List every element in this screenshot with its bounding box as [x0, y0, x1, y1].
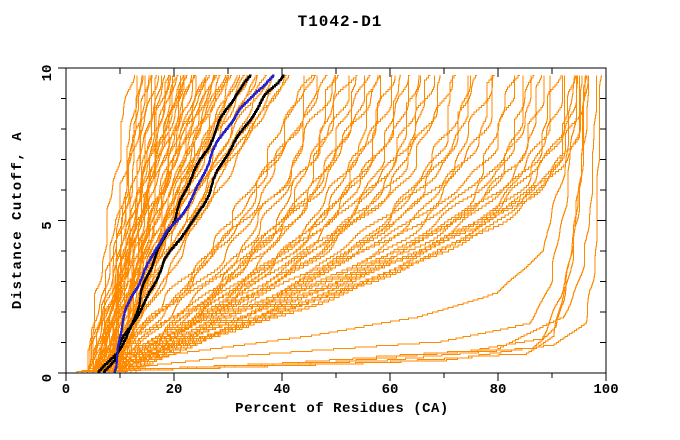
model-curve: [87, 75, 152, 373]
model-curve: [97, 75, 358, 373]
model-curve: [108, 75, 305, 373]
model-curve-special: [87, 75, 579, 373]
model-curve: [108, 75, 249, 373]
model-curve: [97, 75, 493, 373]
x-tick-label: 20: [166, 382, 183, 398]
x-tick-label: 100: [593, 382, 618, 398]
model-curve: [92, 75, 535, 373]
model-curve: [92, 75, 221, 373]
model-curve: [87, 75, 218, 373]
model-curve-special: [76, 75, 597, 373]
highlight-blue: [113, 74, 275, 373]
highlight-black-2: [102, 74, 285, 373]
x-tick-label: 40: [274, 382, 291, 398]
model-curve: [130, 75, 393, 373]
model-curve: [108, 75, 170, 373]
model-curve: [87, 75, 250, 373]
model-curve: [124, 75, 350, 373]
x-tick-label: 0: [62, 382, 70, 398]
model-curve: [81, 75, 545, 373]
y-tick-label: 10: [40, 65, 56, 82]
model-curve: [103, 75, 290, 373]
model-curve: [114, 75, 336, 373]
model-curve: [97, 75, 316, 373]
model-curve: [108, 75, 563, 373]
y-tick-label: 5: [40, 221, 56, 229]
plot-title: T1042-D1: [297, 13, 383, 31]
plot-frame: [65, 67, 607, 374]
model-curve: [103, 75, 195, 373]
model-curve: [114, 75, 469, 373]
model-curve: [87, 75, 185, 373]
model-curve: [97, 75, 146, 373]
model-curve: [92, 75, 337, 373]
x-tick-label: 80: [490, 382, 507, 398]
x-tick-label: 60: [382, 382, 399, 398]
model-curve: [103, 75, 587, 373]
model-curve-special: [76, 75, 589, 373]
y-tick-label: 0: [40, 374, 56, 382]
model-curve: [103, 75, 441, 373]
model-curve: [97, 75, 410, 373]
model-curve: [97, 75, 381, 373]
model-curve: [97, 75, 453, 373]
model-curve-special: [92, 75, 576, 373]
model-curve: [92, 75, 211, 373]
x-axis-label: Percent of Residues (CA): [235, 401, 449, 417]
model-curve: [119, 75, 328, 373]
model-curve: [92, 75, 192, 373]
model-curve: [87, 75, 516, 373]
model-curve-special: [81, 75, 589, 373]
model-curve: [114, 75, 273, 373]
model-curve: [103, 75, 318, 373]
model-curve-special: [81, 75, 602, 373]
model-curve: [97, 75, 188, 373]
model-curve: [114, 75, 532, 373]
